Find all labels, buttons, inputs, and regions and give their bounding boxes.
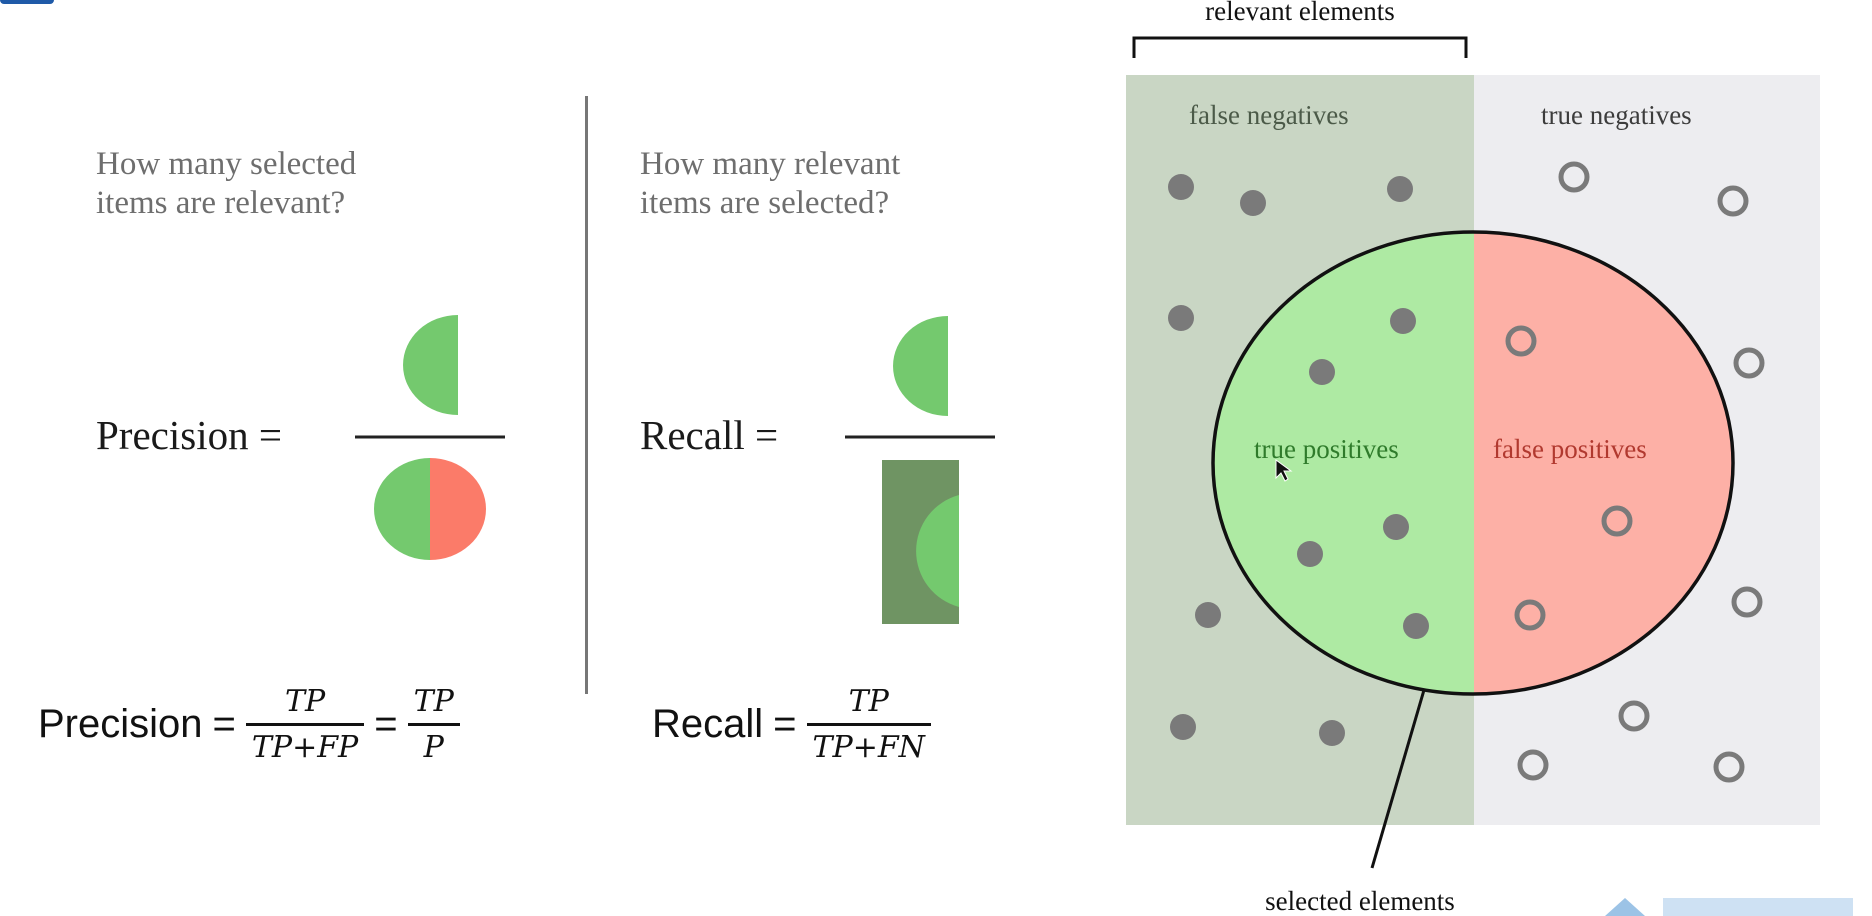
dot [1387,176,1413,202]
selected-ellipse [1211,230,1735,696]
precision-formula-label: Precision [38,702,203,746]
recall-formula-label: Recall [652,702,764,746]
precision-denominator-red-half [430,458,486,560]
ring [1618,700,1650,732]
true-negatives-label: true negatives [1541,100,1692,130]
dot [1319,720,1345,746]
mouse-cursor-icon [1275,459,1293,482]
irrelevant-dots [1505,161,1765,783]
relevant-elements-label: relevant elements [1205,0,1395,26]
dot [1168,174,1194,200]
dot [1195,602,1221,628]
selected-elements-label: selected elements [1265,886,1455,916]
recall-formula: Recall = TP TP+FN [652,684,931,765]
dot [1297,541,1323,567]
precision-denominator-green-half [374,458,430,560]
ring [1505,325,1537,357]
precision-fraction-2: TP P [407,684,460,765]
ring [1514,599,1546,631]
recall-numerator-half-circle [893,316,948,416]
equals-sign: = [773,702,797,746]
precision-frac2-numerator: TP [413,684,454,719]
precision-frac1-denominator: TP+FP [251,730,359,765]
recall-fraction-graphic [845,316,995,624]
panel-divider [585,96,588,694]
precision-fraction-graphic [355,315,505,560]
ring [1713,751,1745,783]
relevant-dots [1168,174,1429,746]
recall-question: How many relevant items are selected? [640,146,901,221]
false-positives-label: false positives [1493,434,1647,464]
precision-question: How many selected items are relevant? [96,146,357,221]
dot [1240,190,1266,216]
true-positive-region [1213,232,1474,694]
ring [1733,347,1765,379]
relevant-bracket [1132,36,1468,58]
precision-frac1-numerator: TP [284,684,326,719]
ring [1717,185,1749,217]
true-positives-label: true positives [1254,434,1399,464]
precision-frac2-denominator: P [423,730,444,765]
ring [1731,586,1763,618]
recall-frac-denominator: TP+FN [812,730,925,765]
watermark-logo [1605,898,1853,916]
recall-fraction: TP TP+FN [806,684,931,765]
false-positive-region [1474,232,1733,694]
dot [1170,714,1196,740]
precision-fraction-1: TP TP+FP [245,684,365,765]
precision-formula: Precision = TP TP+FP = TP P [38,684,460,765]
precision-label: Precision = [96,412,282,458]
ring [1558,161,1590,193]
dot [1390,308,1416,334]
ring [1517,749,1549,781]
relevance-diagram: relevant elements false negatives true n… [1126,0,1820,916]
recall-frac-numerator: TP [848,684,889,719]
precision-numerator-half-circle [403,315,458,415]
corner-badge [0,0,54,4]
recall-label: Recall = [640,412,779,458]
dot [1403,613,1429,639]
dot [1383,514,1409,540]
ring [1601,505,1633,537]
equals-sign: = [212,702,236,746]
false-negatives-label: false negatives [1189,100,1349,130]
equals-sign: = [374,702,398,746]
recall-denominator-half-circle [916,495,959,607]
dot [1168,305,1194,331]
selected-pointer-line [1370,689,1426,869]
dot [1309,359,1335,385]
